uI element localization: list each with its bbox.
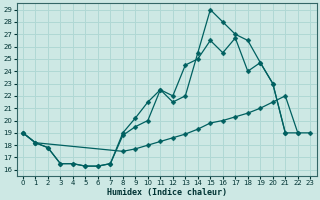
- X-axis label: Humidex (Indice chaleur): Humidex (Indice chaleur): [107, 188, 227, 197]
